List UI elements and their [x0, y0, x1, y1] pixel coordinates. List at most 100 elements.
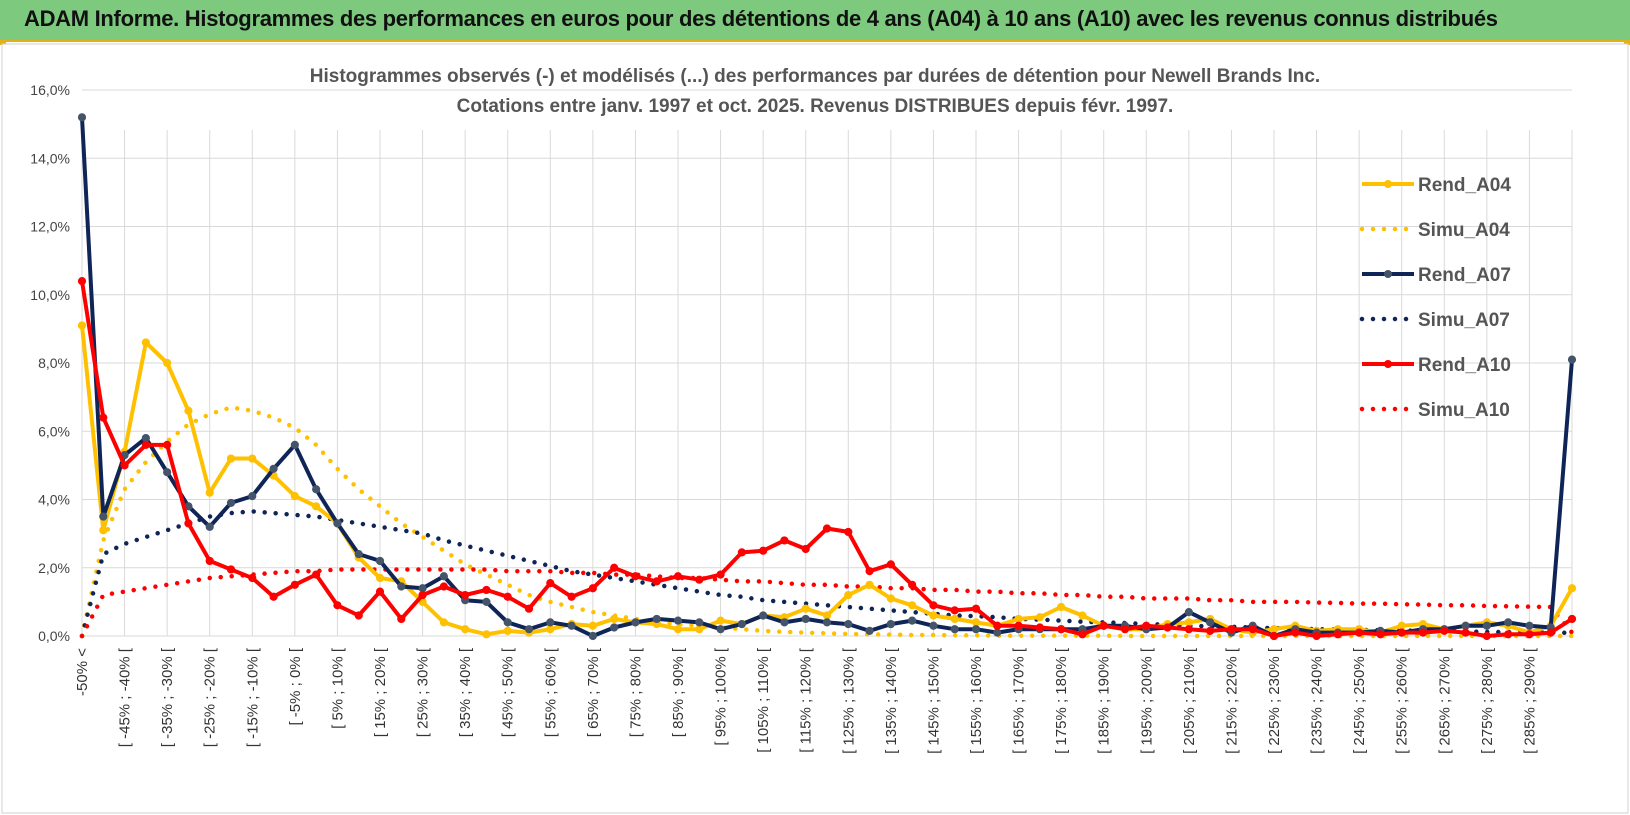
- point-rend-a10: [844, 527, 853, 537]
- point-rend-a07: [1525, 621, 1534, 630]
- point-rend-a07: [737, 619, 746, 629]
- point-rend-a07: [993, 628, 1002, 637]
- x-tick-label: [ 205% ; 210% [: [1181, 647, 1198, 754]
- point-rend-a04: [971, 618, 981, 627]
- point-rend-a07: [375, 556, 385, 566]
- point-rend-a04: [716, 616, 725, 625]
- point-rend-a10: [652, 577, 661, 586]
- point-rend-a10: [397, 614, 406, 624]
- point-rend-a10: [716, 570, 725, 579]
- y-tick-label: 2,0%: [38, 560, 70, 576]
- report-title: ADAM Informe. Histogrammes des performan…: [24, 6, 1498, 31]
- point-rend-a04: [695, 625, 704, 634]
- point-rend-a07: [312, 485, 321, 494]
- legend-marker-rend-a10: [1384, 360, 1392, 368]
- point-rend-a07: [908, 616, 917, 625]
- point-rend-a10: [482, 585, 491, 595]
- legend-item-simu-a10: Simu_A10: [1359, 400, 1510, 421]
- point-rend-a04: [312, 502, 321, 511]
- y-tick-label: 14,0%: [30, 150, 70, 166]
- point-rend-a10: [418, 590, 427, 600]
- legend-item-rend-a07: Rend_A07: [1362, 265, 1511, 286]
- point-rend-a07: [1567, 355, 1577, 364]
- grid-lines: [81, 89, 1573, 637]
- point-rend-a04: [610, 614, 619, 624]
- point-rend-a10: [1142, 621, 1151, 630]
- x-tick-label: [ 125% ; 130% [: [840, 647, 857, 754]
- point-rend-a04: [226, 454, 236, 463]
- legend-item-simu-a04: Simu_A04: [1359, 220, 1510, 241]
- x-tick-label: [ 255% ; 260% [: [1394, 647, 1411, 754]
- x-tick-label: [ 285% ; 290% [: [1521, 647, 1538, 754]
- x-tick-label: [ 115% ; 120% [: [798, 647, 815, 753]
- chart-frame: [1, 43, 1629, 814]
- point-rend-a10: [950, 606, 959, 615]
- point-rend-a04: [99, 526, 108, 535]
- series-simu-a04: [79, 405, 1575, 639]
- series-rend-a10: [77, 277, 1577, 641]
- point-rend-a07: [822, 618, 832, 627]
- point-rend-a07: [631, 618, 640, 627]
- point-rend-a10: [163, 440, 172, 449]
- legend-label-rend-a10: Rend_A10: [1418, 355, 1511, 376]
- point-rend-a04: [439, 618, 448, 627]
- point-rend-a04: [1014, 614, 1023, 624]
- point-rend-a07: [610, 623, 619, 632]
- point-rend-a10: [1546, 628, 1555, 637]
- point-rend-a10: [1206, 626, 1215, 635]
- point-rend-a10: [439, 582, 448, 591]
- x-tick-label: [ 155% ; 160% [: [968, 647, 985, 754]
- point-rend-a07: [1482, 621, 1491, 630]
- point-rend-a10: [1120, 625, 1130, 634]
- point-rend-a10: [290, 580, 299, 589]
- point-rend-a10: [588, 584, 597, 593]
- point-rend-a04: [908, 601, 917, 610]
- x-tick-label: [ 15% ; 20% [: [372, 647, 389, 737]
- y-tick-label: 12,0%: [30, 219, 70, 235]
- point-rend-a04: [865, 580, 874, 589]
- point-rend-a04: [1184, 618, 1193, 627]
- point-rend-a04: [1057, 602, 1066, 612]
- x-tick-label: -50% <: [74, 648, 91, 696]
- legend-label-simu-a04: Simu_A04: [1418, 220, 1510, 241]
- x-tick-label: [ 235% ; 240% [: [1309, 647, 1326, 754]
- point-rend-a07: [163, 468, 172, 477]
- point-rend-a10: [1418, 628, 1428, 637]
- point-rend-a04: [1269, 625, 1279, 634]
- y-tick-label: 0,0%: [38, 628, 70, 644]
- point-rend-a04: [588, 621, 597, 630]
- point-rend-a10: [461, 590, 470, 600]
- point-rend-a10: [1078, 630, 1087, 639]
- x-tick-label: [ 195% ; 200% [: [1138, 647, 1155, 754]
- point-rend-a04: [248, 454, 257, 463]
- x-tick-label: [ 185% ; 190% [: [1096, 647, 1113, 754]
- point-rend-a10: [865, 567, 874, 576]
- legend-item-rend-a10: Rend_A10: [1362, 355, 1511, 376]
- x-tick-label: [ -45% ; -40% [: [117, 647, 134, 747]
- point-rend-a04: [844, 590, 853, 600]
- legend-item-rend-a04: Rend_A04: [1362, 175, 1511, 196]
- point-rend-a10: [1269, 631, 1279, 641]
- point-rend-a10: [971, 604, 981, 613]
- point-rend-a07: [844, 619, 853, 629]
- point-rend-a04: [461, 625, 470, 634]
- point-rend-a10: [886, 560, 895, 569]
- point-rend-a04: [546, 625, 555, 634]
- point-rend-a10: [822, 524, 832, 533]
- point-rend-a07: [759, 611, 768, 620]
- point-rend-a10: [1312, 631, 1321, 641]
- series-simu-a10: [79, 567, 1575, 639]
- x-tick-label: [ 265% ; 270% [: [1436, 647, 1453, 754]
- point-rend-a07: [439, 572, 448, 581]
- line-simu-a04: [79, 405, 1575, 639]
- point-rend-a04: [801, 604, 810, 613]
- point-rend-a10: [375, 587, 385, 596]
- point-rend-a10: [1376, 630, 1385, 639]
- point-rend-a04: [290, 491, 299, 501]
- x-tick-label: [ 5% ; 10% [: [329, 647, 346, 729]
- x-tick-label: [ 225% ; 230% [: [1266, 647, 1283, 754]
- point-rend-a07: [1206, 618, 1215, 627]
- point-rend-a10: [1333, 630, 1342, 639]
- x-tick-label: [ 165% ; 170% [: [1011, 647, 1028, 754]
- point-rend-a04: [375, 573, 385, 583]
